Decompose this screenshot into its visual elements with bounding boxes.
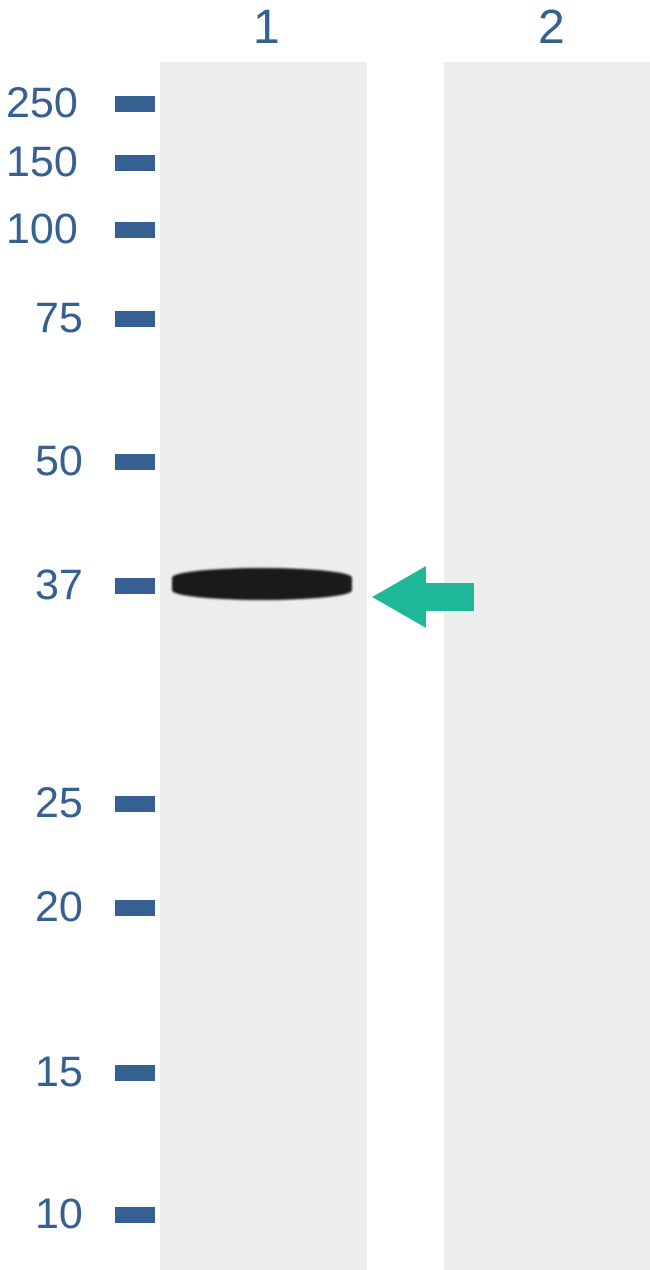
arrow-head-icon [372,566,426,628]
mw-tick-25 [115,796,155,812]
mw-tick-37 [115,578,155,594]
mw-tick-150 [115,155,155,171]
mw-tick-75 [115,311,155,327]
protein-band-lane1 [172,568,352,600]
mw-label-15: 15 [35,1048,83,1097]
mw-label-250: 250 [6,79,78,128]
mw-tick-250 [115,96,155,112]
mw-tick-50 [115,454,155,470]
mw-label-150: 150 [6,138,78,187]
lane-1-strip [160,62,367,1270]
mw-label-37: 37 [35,561,83,610]
mw-label-50: 50 [35,437,83,486]
mw-label-10: 10 [35,1190,83,1239]
mw-tick-20 [115,900,155,916]
lane-2-header: 2 [538,0,565,55]
mw-tick-100 [115,222,155,238]
mw-label-75: 75 [35,294,83,343]
mw-label-25: 25 [35,779,83,828]
mw-tick-15 [115,1065,155,1081]
mw-tick-10 [115,1207,155,1223]
western-blot-figure: 1 2 250 150 100 75 50 37 25 20 15 10 [0,0,650,1270]
mw-label-100: 100 [6,205,78,254]
lane-1-header: 1 [253,0,280,55]
arrow-tail-icon [426,583,474,611]
mw-label-20: 20 [35,883,83,932]
lane-2-strip [444,62,650,1270]
